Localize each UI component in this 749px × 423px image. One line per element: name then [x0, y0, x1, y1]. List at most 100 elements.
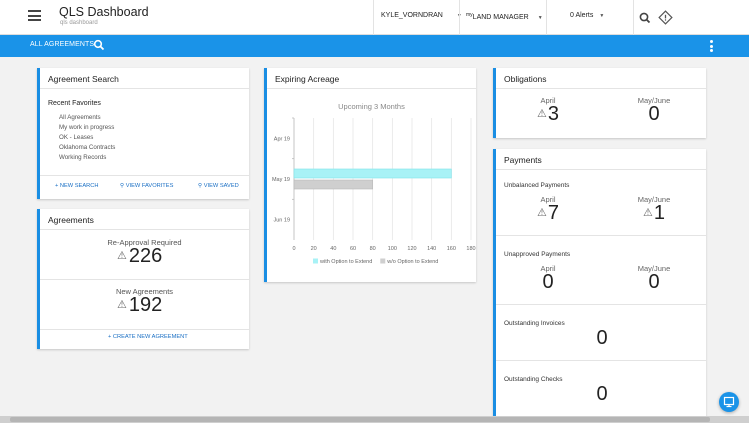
unapproved-payments-label: Unapproved Payments: [504, 251, 571, 258]
header-divider: [546, 0, 547, 35]
user-dropdown[interactable]: KYLE_VORNDRAN▼: [381, 12, 462, 19]
may-june-label: May/June: [637, 264, 671, 273]
x-tick-label: 0: [292, 246, 295, 252]
card-title: Payments: [504, 155, 542, 165]
card-title: Obligations: [504, 74, 547, 84]
header-divider: [373, 0, 374, 35]
reapproval-label: Re-Approval Required: [107, 238, 182, 247]
april-label: April: [540, 264, 556, 273]
reapproval-count[interactable]: ⚠ 226: [117, 245, 162, 268]
legend-label: with Option to Extend: [319, 259, 372, 265]
unbalanced-april-value: 7: [547, 202, 559, 224]
x-tick-label: 160: [447, 246, 456, 252]
favorites-list: All Agreements My work in progress OK - …: [59, 113, 115, 163]
chart-title: Upcoming 3 Months: [338, 102, 405, 111]
obligations-april-count[interactable]: ⚠3: [518, 103, 578, 126]
warning-icon: ⚠: [537, 108, 547, 120]
divider: [496, 304, 706, 305]
outstanding-checks-value[interactable]: 0: [596, 383, 608, 405]
app-header: QLS Dashboard qls dashboard KYLE_VORNDRA…: [0, 0, 749, 35]
legend-swatch: [380, 258, 386, 264]
outstanding-checks-label: Outstanding Checks: [504, 376, 563, 383]
may-june-label: May/June: [637, 195, 671, 204]
obligations-card: Obligations April ⚠3 May/June 0: [493, 68, 706, 138]
menu-icon[interactable]: [28, 10, 41, 21]
plus-icon: +: [55, 183, 60, 189]
agreement-search-card: Agreement Search Recent Favorites All Ag…: [37, 68, 249, 199]
unbalanced-may-june-count[interactable]: ⚠1: [624, 202, 684, 225]
x-tick-label: 80: [370, 246, 376, 252]
app-subtitle: qls dashboard: [60, 20, 98, 26]
favorite-item[interactable]: Working Records: [59, 154, 107, 161]
divider: [496, 235, 706, 236]
app-title: QLS Dashboard: [59, 5, 149, 19]
view-saved-link[interactable]: ⚲ VIEW SAVED: [198, 183, 239, 189]
unapproved-april-value[interactable]: 0: [542, 271, 554, 293]
new-search-label: NEW SEARCH: [59, 183, 99, 189]
y-category-label: Apr 19: [274, 136, 290, 142]
x-tick-label: 180: [466, 246, 475, 252]
recent-favorites-heading: Recent Favorites: [48, 100, 101, 107]
new-agreements-value: 192: [128, 294, 163, 316]
may-june-label: May/June: [637, 96, 671, 105]
search-icon[interactable]: [638, 11, 652, 25]
x-tick-label: 100: [388, 246, 397, 252]
unbalanced-april-count[interactable]: ⚠7: [518, 202, 578, 225]
divider: [496, 88, 706, 89]
favorite-item[interactable]: All Agreements: [59, 114, 101, 121]
card-title: Expiring Acreage: [275, 74, 340, 84]
april-label: April: [540, 96, 556, 105]
role-name: LAND MANAGER: [472, 14, 529, 21]
create-agreement-link[interactable]: + CREATE NEW AGREEMENT: [108, 334, 188, 340]
more-vertical-icon[interactable]: [710, 40, 714, 52]
header-divider: [459, 0, 460, 35]
favorite-item[interactable]: Oklahoma Contracts: [59, 144, 116, 151]
scrollbar-thumb[interactable]: [10, 417, 710, 422]
divider: [40, 175, 249, 176]
warning-icon: ⚠: [643, 207, 653, 219]
card-title: Agreements: [48, 215, 94, 225]
divider: [496, 360, 706, 361]
x-tick-label: 60: [350, 246, 356, 252]
role-dropdown[interactable]: myLAND MANAGER ▼: [466, 12, 543, 21]
obligations-april-value: 3: [547, 103, 559, 125]
feedback-button[interactable]: [719, 392, 739, 412]
view-favorites-link[interactable]: ⚲ VIEW FAVORITES: [120, 183, 173, 189]
warning-icon: ⚠: [117, 250, 127, 262]
divider: [40, 279, 249, 280]
divider: [40, 329, 249, 330]
horizontal-scrollbar[interactable]: [0, 416, 749, 423]
caret-down-icon: ▼: [537, 15, 543, 21]
role-prefix: my: [466, 12, 473, 18]
warning-icon: ⚠: [117, 299, 127, 311]
x-tick-label: 120: [407, 246, 416, 252]
new-agreements-count[interactable]: ⚠ 192: [117, 294, 162, 317]
search-icon[interactable]: [93, 39, 105, 51]
alerts-dropdown[interactable]: 0 Alerts ▼: [570, 12, 604, 19]
favorite-item[interactable]: OK - Leases: [59, 134, 94, 141]
outstanding-invoices-label: Outstanding Invoices: [504, 320, 565, 327]
plus-icon: +: [108, 334, 113, 340]
legend-label: w/o Option to Extend: [386, 259, 438, 265]
unbalanced-may-june-value: 1: [653, 202, 665, 224]
divider: [267, 88, 476, 89]
diamond-warning-icon[interactable]: [658, 10, 673, 25]
unapproved-may-june-value[interactable]: 0: [648, 271, 660, 293]
y-category-label: Jun 19: [273, 218, 290, 224]
new-search-link[interactable]: + NEW SEARCH: [55, 183, 98, 189]
divider: [40, 229, 249, 230]
obligations-may-june-value[interactable]: 0: [648, 103, 660, 125]
favorite-item[interactable]: My work in progress: [59, 124, 115, 131]
agreements-card: Agreements Re-Approval Required ⚠ 226 New…: [37, 209, 249, 349]
search-icon: ⚲: [120, 183, 126, 189]
all-agreements-label[interactable]: ALL AGREEMENTS: [30, 41, 95, 48]
header-divider: [633, 0, 634, 35]
divider: [40, 88, 249, 89]
new-agreements-label: New Agreements: [115, 287, 174, 296]
outstanding-invoices-value[interactable]: 0: [596, 327, 608, 349]
caret-down-icon: ▼: [599, 13, 605, 19]
bar-with-option: [293, 168, 452, 179]
alerts-count: 0 Alerts: [570, 12, 594, 19]
unbalanced-payments-label: Unbalanced Payments: [504, 182, 570, 189]
payments-card: Payments Unbalanced Payments April ⚠7 Ma…: [493, 149, 706, 423]
